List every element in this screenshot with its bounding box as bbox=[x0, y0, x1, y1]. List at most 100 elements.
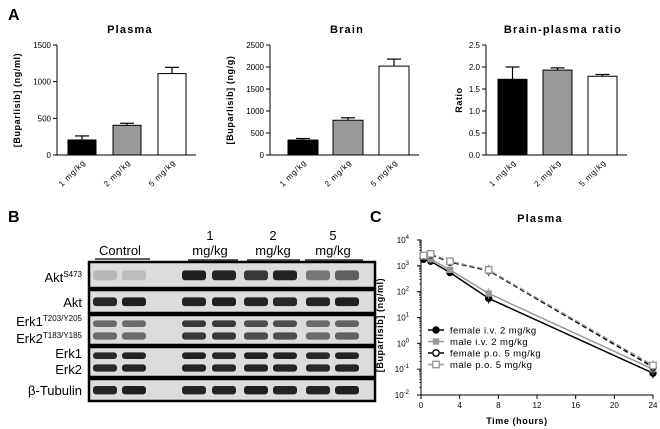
blot-band bbox=[93, 320, 117, 327]
bar bbox=[287, 139, 319, 156]
panel-label-a: A bbox=[8, 7, 20, 24]
bar bbox=[378, 65, 410, 156]
blot-row-label: Akt bbox=[63, 295, 82, 310]
x-tick-label: 8 bbox=[496, 401, 501, 410]
y-tick-label: 2500 bbox=[246, 41, 264, 50]
blot-band bbox=[306, 320, 330, 327]
x-tick-label: 20 bbox=[610, 401, 619, 410]
category-label: 5 mg/kg bbox=[577, 158, 607, 188]
x-tick-label: 12 bbox=[533, 401, 542, 410]
bar bbox=[112, 124, 142, 156]
data-point bbox=[426, 249, 435, 258]
y-tick-label: 500 bbox=[251, 129, 265, 138]
blot-band bbox=[182, 332, 206, 340]
y-tick-label: 1500 bbox=[246, 85, 264, 94]
dose-group-label: mg/kg bbox=[192, 243, 227, 258]
blot-band bbox=[93, 386, 117, 395]
blot-band bbox=[122, 320, 146, 327]
blot-band bbox=[306, 332, 330, 340]
blot-band bbox=[306, 364, 330, 372]
blot-band bbox=[306, 270, 330, 281]
brain-bar-chart: Brain [Buparlisib] (ng/g) 0 500 1000 1500 20… bbox=[225, 24, 419, 189]
dose-group-label: 5 bbox=[329, 228, 336, 243]
y-tick-label: 0.5 bbox=[469, 129, 481, 138]
chart-title: Brain bbox=[330, 24, 364, 36]
y-tick-label: 0 bbox=[47, 151, 52, 160]
blot-band bbox=[244, 364, 268, 372]
dose-group-label: 1 bbox=[206, 228, 213, 243]
legend-marker bbox=[432, 326, 440, 334]
blot-band bbox=[335, 332, 359, 340]
blot-band bbox=[182, 297, 206, 307]
blot-band bbox=[93, 270, 117, 281]
data-point bbox=[446, 257, 454, 266]
bar bbox=[497, 78, 528, 156]
blot-band bbox=[182, 270, 206, 281]
legend-marker bbox=[432, 349, 440, 357]
blot-row-label: AktS473 bbox=[45, 270, 83, 285]
data-point bbox=[446, 266, 454, 274]
blot-band bbox=[335, 297, 359, 307]
y-tick-label: 1.0 bbox=[469, 107, 481, 116]
bar bbox=[157, 73, 187, 156]
data-point bbox=[419, 251, 428, 260]
blot-band bbox=[212, 364, 236, 372]
y-tick-label: 2000 bbox=[246, 63, 264, 72]
y-axis-label: Ratio bbox=[454, 87, 464, 113]
y-tick-label: 500 bbox=[38, 114, 52, 123]
data-point bbox=[485, 290, 492, 297]
chart-title: Plasma bbox=[517, 213, 563, 225]
bar bbox=[542, 69, 573, 156]
ratio-bar-chart: Brain-plasma ratio Ratio 0.0 0.5 1.0 1.5 2.0… bbox=[454, 24, 627, 189]
blot-row-label: Erk1T203/Y205 bbox=[16, 314, 82, 329]
legend-marker bbox=[432, 338, 440, 345]
blot-band bbox=[212, 297, 236, 307]
blot-band bbox=[273, 320, 297, 327]
data-point bbox=[649, 361, 657, 370]
blot-band bbox=[273, 297, 297, 307]
dose-group-label: mg/kg bbox=[255, 243, 290, 258]
legend-label: female p.o. 5 mg/kg bbox=[450, 349, 541, 360]
y-tick-label: 0.0 bbox=[469, 151, 481, 160]
category-label: 2 mg/kg bbox=[102, 158, 132, 188]
category-label: 5 mg/kg bbox=[147, 158, 177, 188]
blot-band bbox=[93, 352, 117, 359]
bar bbox=[332, 119, 364, 156]
y-tick-label: 1000 bbox=[33, 78, 51, 87]
blot-band bbox=[273, 270, 297, 281]
blot-row-label: Erk1 bbox=[55, 346, 82, 361]
blot-strip bbox=[87, 345, 377, 379]
legend-label: male p.o. 5 mg/kg bbox=[450, 360, 532, 371]
blot-strip bbox=[87, 313, 377, 347]
category-label: 2 mg/kg bbox=[323, 158, 353, 188]
chart-title: Plasma bbox=[107, 24, 153, 36]
legend-marker bbox=[432, 360, 440, 369]
bar bbox=[67, 139, 97, 156]
category-label: 2 mg/kg bbox=[532, 158, 562, 188]
blot-band bbox=[212, 352, 236, 359]
chart-title: Brain-plasma ratio bbox=[504, 24, 622, 36]
blot-band bbox=[335, 270, 359, 281]
y-tick-label: 10-1 bbox=[395, 364, 410, 374]
blot-band bbox=[244, 320, 268, 327]
blot-band bbox=[212, 270, 236, 281]
legend-label: male i.v. 2 mg/kg bbox=[450, 337, 528, 348]
blot-row-label: Erk2T183/Y185 bbox=[16, 331, 82, 346]
blot-band bbox=[122, 386, 146, 395]
y-axis-label: [Buparlisib] (ng/ml) bbox=[12, 53, 22, 148]
blot-band bbox=[122, 364, 146, 372]
blot-band bbox=[212, 320, 236, 327]
y-axis-label: [Buparlisib] (ng/ml) bbox=[375, 278, 385, 373]
data-point bbox=[484, 265, 493, 274]
y-axis-label: [Buparlisib] (ng/g) bbox=[225, 56, 235, 145]
blot-band bbox=[306, 386, 330, 395]
x-tick-label: 0 bbox=[419, 401, 424, 410]
western-blot: Control1mg/kg2mg/kg5mg/kgAktS473AktErk1T… bbox=[16, 228, 377, 403]
category-label: 5 mg/kg bbox=[369, 158, 399, 188]
blot-band bbox=[212, 386, 236, 395]
dose-group-label: 2 bbox=[269, 228, 276, 243]
panel-label-c: C bbox=[370, 209, 382, 226]
blot-band bbox=[93, 364, 117, 372]
x-tick-label: 24 bbox=[649, 401, 658, 410]
y-tick-label: 2.5 bbox=[469, 41, 481, 50]
